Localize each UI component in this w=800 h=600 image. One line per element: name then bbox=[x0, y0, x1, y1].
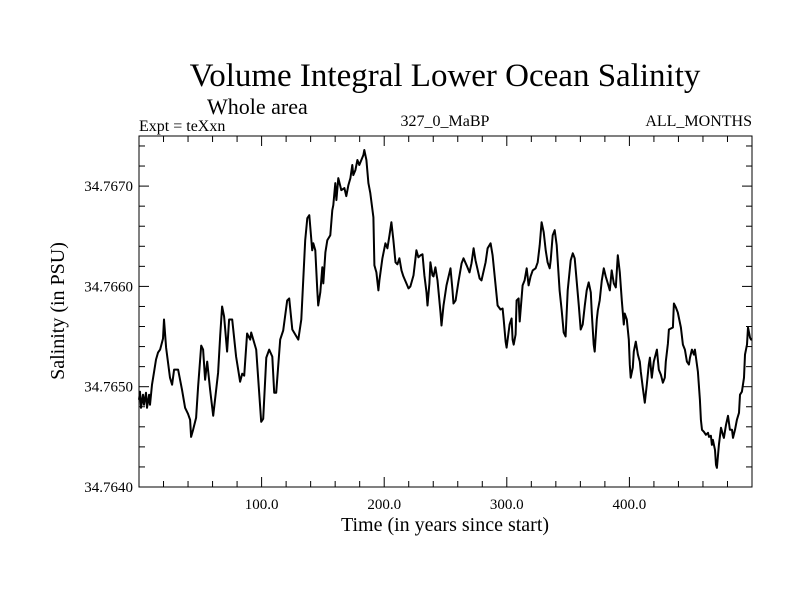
salinity-series-line bbox=[138, 149, 752, 469]
y-tick-label: 34.7640 bbox=[84, 480, 133, 496]
y-tick-label: 34.7650 bbox=[84, 380, 133, 396]
x-tick-label: 300.0 bbox=[490, 497, 524, 513]
x-tick-label: 400.0 bbox=[613, 497, 647, 513]
annotation-period: 327_0_MaBP bbox=[401, 113, 490, 130]
chart-subtitle: Whole area bbox=[207, 94, 308, 119]
y-axis-label: Salinity (in PSU) bbox=[47, 242, 69, 380]
axis-ticks bbox=[139, 136, 752, 487]
y-tick-label: 34.7670 bbox=[84, 179, 133, 195]
x-tick-label: 200.0 bbox=[367, 497, 401, 513]
x-tick-label: 100.0 bbox=[245, 497, 279, 513]
annotation-experiment: Expt = teXxn bbox=[139, 118, 225, 135]
annotation-months: ALL_MONTHS bbox=[645, 113, 752, 130]
chart-title: Volume Integral Lower Ocean Salinity bbox=[190, 58, 701, 94]
axis-tick-labels: 100.0 200.0 300.0 400.0 34.7640 34.7650 34.766… bbox=[84, 179, 646, 513]
y-tick-label: 34.7660 bbox=[84, 279, 133, 295]
x-axis-label: Time (in years since start) bbox=[341, 514, 549, 536]
plot-frame bbox=[138, 135, 753, 488]
